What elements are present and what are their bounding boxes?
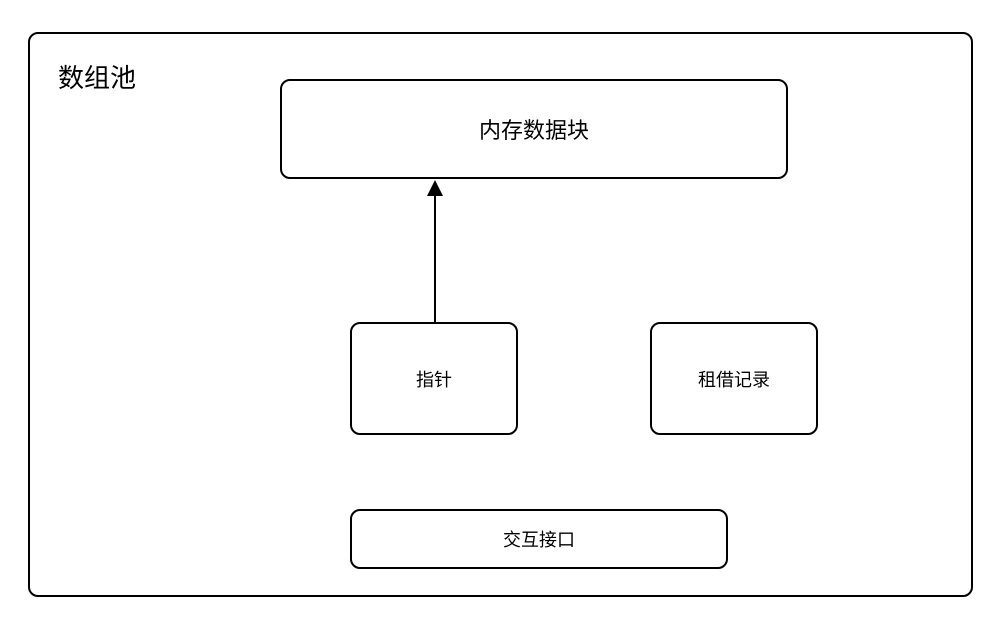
array-pool-container: 数组池 内存数据块 指针 租借记录 交互接口 bbox=[28, 32, 973, 597]
arrow-head-icon bbox=[427, 180, 443, 196]
lease-record-label: 租借记录 bbox=[698, 366, 770, 392]
pointer-node: 指针 bbox=[350, 322, 518, 435]
arrow-line bbox=[434, 194, 436, 322]
pointer-label: 指针 bbox=[416, 366, 452, 392]
interface-label: 交互接口 bbox=[503, 526, 575, 552]
memory-block-label: 内存数据块 bbox=[479, 113, 589, 145]
lease-record-node: 租借记录 bbox=[650, 322, 818, 435]
memory-block-node: 内存数据块 bbox=[280, 79, 788, 179]
container-title: 数组池 bbox=[58, 58, 136, 95]
interface-node: 交互接口 bbox=[350, 509, 728, 569]
